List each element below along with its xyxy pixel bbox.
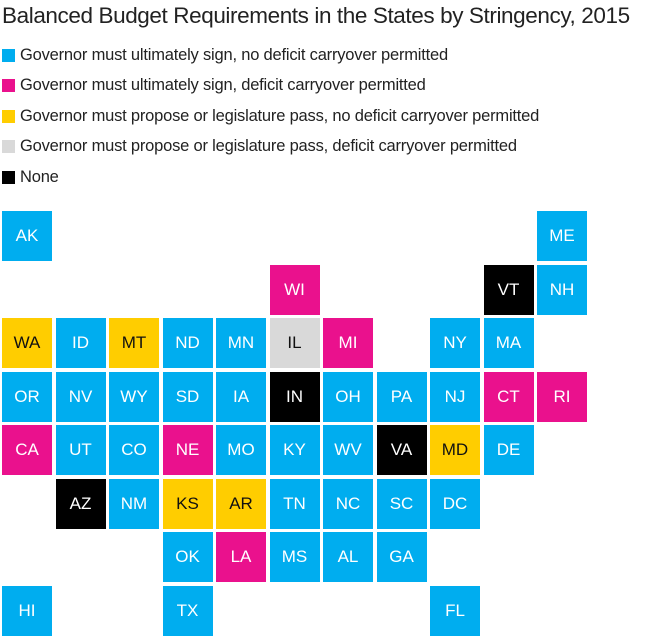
state-tile-oh: OH xyxy=(323,371,373,422)
state-tile-ne: NE xyxy=(162,425,213,475)
state-tile-mo: MO xyxy=(216,425,266,475)
state-tile-ok: OK xyxy=(162,532,213,582)
state-tile-az: AZ xyxy=(55,478,106,529)
state-tile-sd: SD xyxy=(162,371,213,422)
legend-swatch xyxy=(2,109,15,123)
legend-label: Governor must ultimately sign, no defici… xyxy=(20,45,448,64)
state-tile-ri: RI xyxy=(537,371,587,422)
state-tile-hi: HI xyxy=(2,585,52,636)
state-tile-wy: WY xyxy=(109,371,159,422)
legend-swatch xyxy=(2,48,15,62)
state-tile-ms: MS xyxy=(269,532,320,582)
legend: Governor must ultimately sign, no defici… xyxy=(2,40,539,193)
legend-label: Governor must propose or legislature pas… xyxy=(20,106,540,125)
state-tile-ca: CA xyxy=(2,425,52,475)
state-tile-wi: WI xyxy=(269,264,320,315)
state-tile-nj: NJ xyxy=(430,371,480,422)
legend-item-sign-no-carry: Governor must ultimately sign, no defici… xyxy=(2,40,539,71)
state-tile-or: OR xyxy=(2,371,52,422)
state-tile-id: ID xyxy=(55,318,106,368)
state-tile-ma: MA xyxy=(483,318,534,368)
state-tile-ky: KY xyxy=(269,425,320,475)
state-tile-ak: AK xyxy=(2,211,52,261)
state-tile-sc: SC xyxy=(376,478,427,529)
legend-item-propose-carry: Governor must propose or legislature pas… xyxy=(2,132,539,163)
state-tile-in: IN xyxy=(269,371,320,422)
state-tile-fl: FL xyxy=(430,585,480,636)
state-tile-tn: TN xyxy=(269,478,320,529)
legend-swatch xyxy=(2,79,15,93)
state-tile-vt: VT xyxy=(483,264,534,315)
state-tile-nv: NV xyxy=(55,371,106,422)
state-tile-va: VA xyxy=(376,425,427,475)
state-tile-nh: NH xyxy=(537,264,587,315)
state-tile-wa: WA xyxy=(2,318,52,368)
state-tile-nm: NM xyxy=(109,478,159,529)
legend-label: Governor must ultimately sign, deficit c… xyxy=(20,76,426,95)
state-tile-mn: MN xyxy=(216,318,266,368)
legend-item-propose-no-carry: Governor must propose or legislature pas… xyxy=(2,101,539,132)
legend-swatch xyxy=(2,170,15,184)
state-tile-dc: DC xyxy=(430,478,480,529)
state-tile-ar: AR xyxy=(216,478,266,529)
state-tile-tx: TX xyxy=(162,585,213,636)
state-tile-ut: UT xyxy=(55,425,106,475)
state-tile-ny: NY xyxy=(430,318,480,368)
state-tile-ct: CT xyxy=(483,371,534,422)
state-tile-mt: MT xyxy=(109,318,159,368)
state-tile-nc: NC xyxy=(323,478,373,529)
legend-item-none: None xyxy=(2,162,539,193)
state-tile-de: DE xyxy=(483,425,534,475)
state-tile-ia: IA xyxy=(216,371,266,422)
state-tile-mi: MI xyxy=(323,318,373,368)
legend-swatch xyxy=(2,140,15,154)
chart-title: Balanced Budget Requirements in the Stat… xyxy=(2,3,630,28)
state-tile-ga: GA xyxy=(376,532,427,582)
state-tile-ks: KS xyxy=(162,478,213,529)
state-tile-me: ME xyxy=(537,211,587,261)
legend-label: None xyxy=(20,167,59,186)
legend-item-sign-carry: Governor must ultimately sign, deficit c… xyxy=(2,71,539,102)
state-tile-pa: PA xyxy=(376,371,427,422)
state-tile-wv: WV xyxy=(323,425,373,475)
legend-label: Governor must propose or legislature pas… xyxy=(20,137,517,156)
state-tile-co: CO xyxy=(109,425,159,475)
state-tile-la: LA xyxy=(216,532,266,582)
state-tile-il: IL xyxy=(269,318,320,368)
state-tile-al: AL xyxy=(323,532,373,582)
state-tile-nd: ND xyxy=(162,318,213,368)
state-tile-md: MD xyxy=(430,425,480,475)
